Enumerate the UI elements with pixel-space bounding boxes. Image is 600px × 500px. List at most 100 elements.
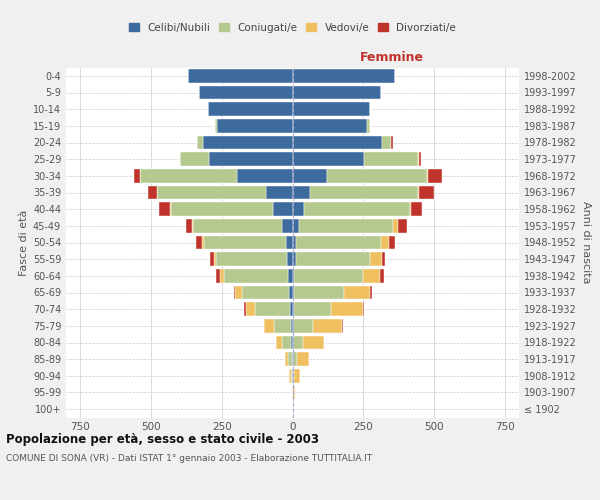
Bar <box>364 152 418 166</box>
Bar <box>291 319 293 332</box>
Bar <box>199 86 293 100</box>
Bar <box>217 269 220 282</box>
Bar <box>389 236 395 250</box>
Bar <box>282 219 293 232</box>
Bar <box>370 286 372 300</box>
Bar <box>391 136 393 149</box>
Bar <box>293 336 303 349</box>
Bar <box>216 252 287 266</box>
Bar <box>215 119 217 132</box>
Bar <box>293 86 381 100</box>
Bar <box>313 319 343 332</box>
Bar <box>233 286 235 300</box>
Bar <box>193 219 282 232</box>
Bar <box>293 369 294 382</box>
Y-axis label: Fasce di età: Fasce di età <box>19 210 29 276</box>
Bar <box>296 236 382 250</box>
Bar <box>289 286 293 300</box>
Bar <box>293 386 295 400</box>
Bar <box>380 269 383 282</box>
Bar <box>292 336 293 349</box>
Bar <box>293 286 294 300</box>
Bar <box>188 69 293 82</box>
Bar <box>274 319 291 332</box>
Bar <box>299 219 393 232</box>
Bar <box>159 202 170 216</box>
Bar <box>344 286 370 300</box>
Bar <box>246 302 255 316</box>
Bar <box>214 252 216 266</box>
Bar <box>293 252 296 266</box>
Bar <box>210 252 214 266</box>
Bar <box>293 352 297 366</box>
Bar <box>148 186 157 200</box>
Bar <box>418 152 419 166</box>
Bar <box>293 69 395 82</box>
Bar <box>235 286 242 300</box>
Bar <box>134 169 140 182</box>
Bar <box>327 169 427 182</box>
Bar <box>171 202 273 216</box>
Bar <box>157 186 266 200</box>
Bar <box>363 302 364 316</box>
Bar <box>293 319 313 332</box>
Bar <box>288 269 293 282</box>
Bar <box>293 186 310 200</box>
Bar <box>296 252 370 266</box>
Bar <box>297 352 309 366</box>
Bar <box>244 302 246 316</box>
Bar <box>202 236 203 250</box>
Bar <box>382 252 385 266</box>
Bar <box>286 236 293 250</box>
Text: COMUNE DI SONA (VR) - Dati ISTAT 1° gennaio 2003 - Elaborazione TUTTITALIA.IT: COMUNE DI SONA (VR) - Dati ISTAT 1° genn… <box>6 454 372 463</box>
Bar <box>428 169 442 182</box>
Text: Popolazione per età, sesso e stato civile - 2003: Popolazione per età, sesso e stato civil… <box>6 432 319 446</box>
Bar <box>294 269 363 282</box>
Bar <box>192 219 193 232</box>
Bar <box>283 336 292 349</box>
Bar <box>237 169 293 182</box>
Bar <box>382 136 391 149</box>
Bar <box>170 202 171 216</box>
Bar <box>293 152 364 166</box>
Bar <box>412 202 422 216</box>
Bar <box>419 152 421 166</box>
Bar <box>331 302 363 316</box>
Bar <box>293 269 294 282</box>
Bar <box>293 236 296 250</box>
Bar <box>208 102 293 116</box>
Bar <box>310 186 418 200</box>
Bar <box>393 219 398 232</box>
Bar <box>367 119 370 132</box>
Bar <box>180 152 209 166</box>
Bar <box>287 352 292 366</box>
Bar <box>224 269 288 282</box>
Bar <box>418 186 419 200</box>
Y-axis label: Anni di nascita: Anni di nascita <box>581 201 591 284</box>
Bar <box>217 119 293 132</box>
Bar <box>419 186 434 200</box>
Bar <box>293 136 382 149</box>
Bar <box>209 152 293 166</box>
Bar <box>293 102 370 116</box>
Bar <box>203 136 293 149</box>
Bar <box>265 319 274 332</box>
Bar <box>363 269 380 282</box>
Bar <box>255 302 290 316</box>
Bar <box>293 119 367 132</box>
Legend: Celibi/Nubili, Coniugati/e, Vedovi/e, Divorziati/e: Celibi/Nubili, Coniugati/e, Vedovi/e, Di… <box>125 18 460 37</box>
Bar <box>186 219 192 232</box>
Bar <box>220 269 224 282</box>
Bar <box>273 202 293 216</box>
Bar <box>382 236 389 250</box>
Bar <box>304 202 410 216</box>
Bar <box>289 369 290 382</box>
Bar <box>266 186 293 200</box>
Bar <box>140 169 237 182</box>
Bar <box>427 169 428 182</box>
Bar <box>203 236 286 250</box>
Bar <box>370 252 382 266</box>
Bar <box>294 369 301 382</box>
Bar <box>287 252 293 266</box>
Bar <box>293 219 299 232</box>
